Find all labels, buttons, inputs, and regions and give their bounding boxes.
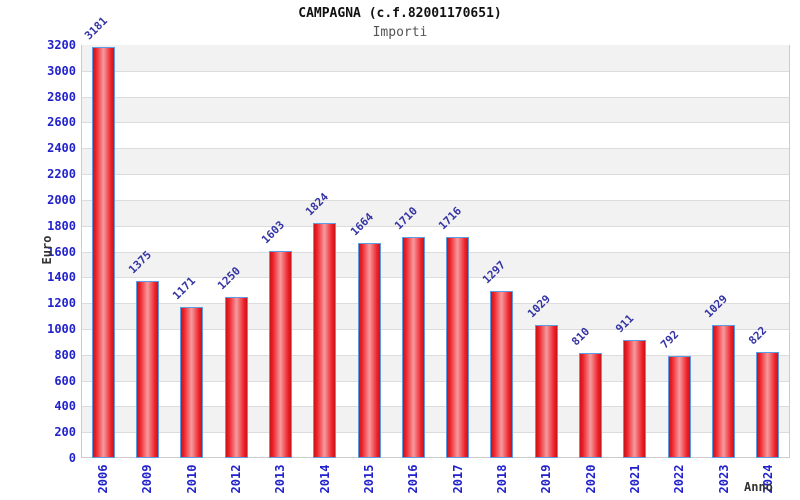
bar [623,340,647,458]
y-tick-label: 1800 [47,218,76,233]
y-tick-label: 1600 [47,244,76,259]
gridline [82,277,789,279]
x-tick-label: 2013 [273,464,288,494]
y-tick-label: 2400 [47,141,76,156]
x-tick-label: 2015 [362,464,377,494]
background-stripe [82,45,789,71]
y-tick-label: 1000 [47,321,76,336]
y-tick-label: 800 [54,347,76,362]
y-axis-title: Euro [40,235,54,265]
y-tick-label: 2800 [47,89,76,104]
x-tick-label: 2022 [672,464,687,494]
bar [224,296,248,458]
bar-value-label: 3181 [81,14,110,43]
bar [756,351,780,458]
x-tick-label: 2014 [317,464,332,494]
bar [313,222,337,458]
bar [401,237,425,458]
gridline [82,328,789,330]
gridline [82,432,789,434]
bar [446,236,470,458]
background-stripe [82,96,789,123]
y-tick-label: 2200 [47,167,76,182]
y-tick-label: 3000 [47,63,76,78]
gridline [82,199,789,201]
x-tick-label: 2009 [140,464,155,494]
x-tick-label: 2006 [96,464,111,494]
bar [490,290,514,458]
y-tick-label: 0 [68,451,76,465]
background-stripe [82,251,789,278]
bar [667,355,691,458]
gridline [82,174,789,176]
y-tick-label: 1200 [47,296,76,311]
y-tick-label: 400 [54,399,76,414]
gridline [82,225,789,227]
bar [357,243,381,458]
gridline [82,354,789,356]
y-tick-label: 600 [54,373,76,388]
bar [180,306,204,458]
background-stripe [82,148,789,175]
y-tick-label: 2000 [47,192,76,207]
gridline [82,406,789,408]
gridline [82,122,789,124]
x-tick-label: 2019 [539,464,554,494]
x-axis-title: Anno [744,480,773,494]
x-tick-label: 2016 [406,464,421,494]
x-tick-label: 2018 [494,464,509,494]
gridline [82,96,789,98]
gridline [82,380,789,382]
y-tick-label: 200 [54,425,76,440]
y-tick-label: 3200 [47,38,76,52]
bar [534,325,558,458]
bar [135,280,159,458]
gridline [82,303,789,305]
bar [268,251,292,458]
chart-subtitle: Importi [372,25,428,40]
bar [712,325,736,458]
gridline [82,70,789,72]
x-tick-label: 2010 [184,464,199,494]
bar [91,47,115,458]
chart-title: CAMPAGNA (c.f.82001170651) [298,6,502,21]
x-tick-label: 2017 [450,464,465,494]
gridline [82,148,789,150]
y-tick-label: 2600 [47,115,76,130]
x-tick-label: 2012 [229,464,244,494]
background-stripe [82,199,789,226]
x-tick-label: 2021 [627,464,642,494]
x-tick-label: 2023 [716,464,731,494]
gridline [82,251,789,253]
bar [579,353,603,458]
x-tick-label: 2020 [583,464,598,494]
y-tick-label: 1400 [47,270,76,285]
